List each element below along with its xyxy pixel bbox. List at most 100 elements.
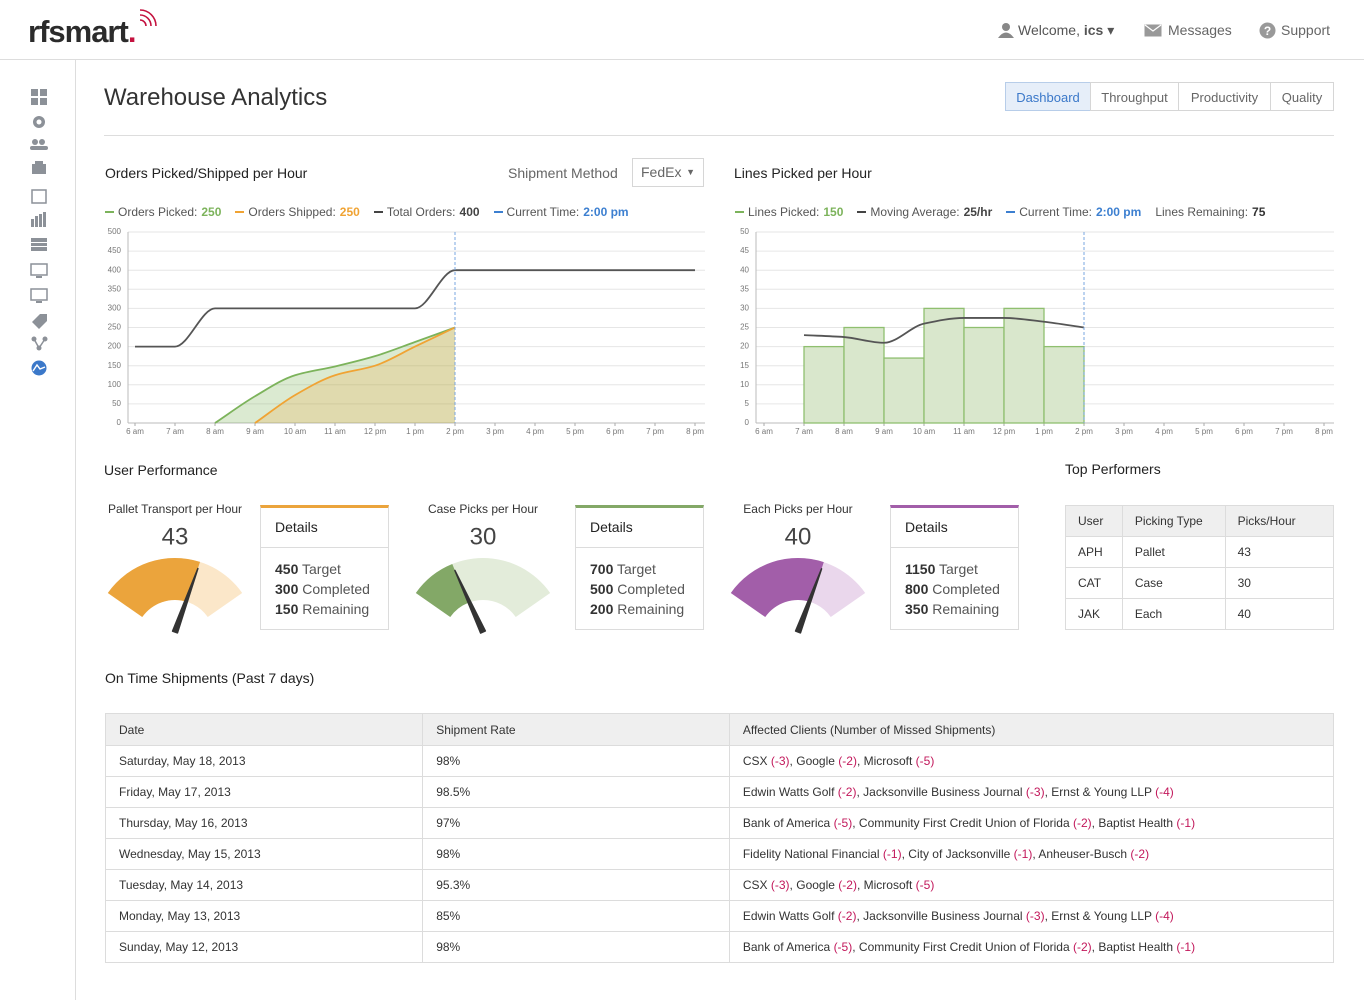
section-title: User Performance: [104, 462, 218, 478]
table-header: User Picking Type Picks/Hour: [1065, 505, 1335, 537]
x-tick-label: 9 am: [875, 427, 893, 436]
legend-label: Orders Picked:: [118, 205, 198, 219]
client-name: Jacksonville Business Journal: [863, 909, 1023, 923]
details-number: 1150: [905, 561, 936, 577]
legend-label: Total Orders:: [386, 205, 456, 219]
y-tick-label: 20: [740, 342, 749, 351]
details-label: Target: [939, 561, 978, 577]
x-tick-label: 7 am: [166, 427, 184, 436]
client-name: City of Jacksonville: [908, 847, 1011, 861]
legend-value: 250: [339, 205, 360, 219]
client-name: Edwin Watts Golf: [742, 785, 835, 799]
x-tick-label: 5 pm: [566, 427, 584, 436]
gauge-title: Each Picks per Hour: [743, 502, 852, 516]
legend-item: Total Orders: 400: [373, 205, 480, 219]
cell: Each: [1121, 598, 1226, 630]
tab[interactable]: Quality: [1270, 82, 1334, 111]
bar: [883, 357, 925, 424]
x-tick-label: 7 pm: [646, 427, 664, 436]
legend-swatch: [1006, 211, 1016, 213]
filter-value: FedEx: [641, 164, 682, 180]
details-rows: 450 Target 300 Completed 150 Remaining: [261, 548, 388, 619]
clients-cell: CSX (-3), Google (-2), Microsoft (-5): [728, 745, 1335, 777]
details-row: 300 Completed: [275, 579, 388, 599]
missed-count: (-2): [1130, 847, 1150, 861]
details-label: Completed: [932, 581, 1000, 597]
legend-item: Orders Shipped: 250: [235, 205, 360, 219]
user-name: ics: [1083, 22, 1104, 38]
tab[interactable]: Throughput: [1090, 82, 1179, 111]
details-box: Details 700 Target 500 Completed 200 Remain…: [575, 505, 704, 630]
x-tick-label: 8 pm: [1315, 427, 1333, 436]
welcome[interactable]: Welcome, ics ▾: [1018, 22, 1115, 38]
client-name: Baptist Health: [1098, 816, 1174, 830]
cell: JAK: [1065, 598, 1123, 630]
legend-swatch: [735, 211, 744, 213]
tab[interactable]: Dashboard: [1005, 82, 1091, 111]
missed-count: (-4): [1155, 909, 1174, 923]
messages[interactable]: Messages: [1168, 22, 1232, 38]
rate-cell: 98%: [422, 838, 730, 870]
client-name: Google: [796, 754, 835, 768]
bar: [963, 326, 1005, 424]
table-row: Thursday, May 16, 2013 97% Bank of America…: [104, 807, 1335, 839]
x-tick-label: 4 pm: [526, 427, 544, 436]
rate-cell: 95.3%: [422, 869, 730, 901]
table-row: Saturday, May 18, 2013 98% CSX (-3), Googl…: [104, 745, 1335, 777]
y-tick-label: 500: [108, 227, 122, 236]
cell: 30: [1224, 567, 1335, 599]
details-label: Target: [617, 561, 656, 577]
separator: ,: [856, 785, 860, 799]
legend-value: 75: [1252, 205, 1266, 219]
welcome-text: Welcome,: [1018, 22, 1080, 38]
cell: Pallet: [1121, 536, 1226, 568]
legend-item: Current Time: 2:00 pm: [1006, 205, 1141, 219]
legend-swatch: [373, 211, 383, 213]
tab[interactable]: Productivity: [1178, 82, 1271, 111]
rate-cell: 98%: [422, 931, 730, 963]
missed-count: (-5): [915, 754, 935, 768]
support[interactable]: Support: [1281, 22, 1331, 38]
date-cell: Monday, May 13, 2013: [104, 900, 424, 932]
cell: 43: [1224, 536, 1335, 568]
details-row: 700 Target: [590, 559, 703, 579]
details-label: Completed: [617, 581, 685, 597]
x-tick-label: 12 pm: [993, 427, 1016, 436]
x-tick-label: 10 am: [284, 427, 307, 436]
legend-item: Orders Picked: 250: [105, 205, 221, 219]
y-tick-label: 300: [108, 304, 122, 313]
y-tick-label: 400: [108, 265, 122, 274]
table-header: Date Shipment Rate Affected Clients (Numbe…: [104, 713, 1335, 746]
x-tick-label: 8 am: [206, 427, 224, 436]
gauge-title: Pallet Transport per Hour: [108, 502, 242, 516]
table-row: Tuesday, May 14, 2013 95.3% CSX (-3), Goog…: [104, 869, 1335, 901]
filter-dropdown[interactable]: FedEx ▼: [632, 158, 704, 187]
details-title: Details: [891, 508, 1018, 548]
gauge-fill: [107, 558, 201, 618]
filter-label: Shipment Method: [508, 165, 618, 181]
details-row: 1150 Target: [905, 559, 1018, 579]
bar: [1003, 307, 1045, 424]
cell: Case: [1121, 567, 1226, 599]
separator: ,: [1044, 785, 1048, 799]
y-tick-label: 150: [108, 361, 122, 370]
x-tick-label: 6 am: [126, 427, 144, 436]
legend-label: Lines Picked:: [748, 205, 820, 219]
missed-count: (-2): [838, 754, 857, 768]
x-tick-label: 10 am: [913, 427, 936, 436]
rate-cell: 97%: [422, 807, 730, 839]
legend-label: Orders Shipped:: [248, 205, 336, 219]
date-cell: Friday, May 17, 2013: [104, 776, 424, 808]
missed-count: (-1): [1013, 847, 1033, 861]
client-name: Microsoft: [863, 878, 913, 892]
section-title: On Time Shipments (Past 7 days): [105, 670, 315, 686]
y-tick-label: 25: [740, 323, 749, 332]
y-tick-label: 450: [108, 246, 122, 255]
missed-count: (-5): [833, 940, 853, 954]
missed-count: (-3): [1025, 909, 1045, 923]
client-name: Google: [796, 878, 835, 892]
bar: [923, 307, 965, 424]
details-row: 500 Completed: [590, 579, 703, 599]
x-tick-label: 11 am: [324, 427, 346, 436]
details-number: 200: [590, 601, 614, 617]
